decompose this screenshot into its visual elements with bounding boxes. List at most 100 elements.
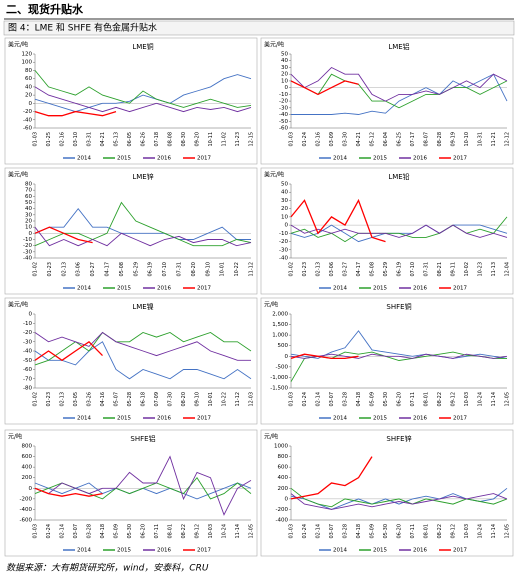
- x-tick-label: 10-24: [222, 524, 228, 539]
- x-tick-label: 04-21: [356, 132, 362, 147]
- x-tick-label: 05-07: [114, 392, 120, 407]
- legend-label: 2017: [197, 416, 211, 422]
- legend-label: 2016: [413, 286, 427, 292]
- chart-title: LME铜: [132, 42, 153, 51]
- y-unit: 元/吨: [264, 433, 278, 441]
- x-tick-label: 05-30: [127, 524, 133, 539]
- y-tick-label: -200: [276, 507, 289, 513]
- y-tick-label: -30: [23, 249, 32, 255]
- legend-label: 2015: [117, 416, 131, 422]
- x-tick-label: 08-20: [181, 392, 187, 407]
- x-tick-label: 05-09: [370, 392, 376, 407]
- y-tick-label: 0: [29, 101, 33, 107]
- x-tick-label: 02-16: [316, 132, 322, 147]
- x-tick-label: 08-30: [181, 132, 187, 147]
- x-tick-label: 05-13: [114, 132, 120, 147]
- y-tick-label: 500: [278, 343, 289, 349]
- y-tick-label: 400: [22, 465, 33, 471]
- y-unit: 元/吨: [8, 433, 22, 441]
- y-tick-label: -40: [23, 117, 32, 123]
- x-tick-label: 07-11: [410, 392, 416, 407]
- series-line: [290, 66, 508, 102]
- x-tick-label: 10-01: [220, 262, 226, 277]
- y-tick-label: 10: [25, 225, 32, 231]
- legend-label: 2014: [77, 156, 91, 162]
- y-tick-label: -400: [20, 507, 33, 513]
- x-tick-label: 09-19: [451, 132, 457, 147]
- y-tick-label: -40: [23, 349, 32, 355]
- chart-title: LME铝: [388, 42, 409, 51]
- x-tick-label: 03-27: [343, 262, 349, 277]
- x-tick-label: 09-20: [195, 132, 201, 147]
- x-tick-label: 05-09: [114, 524, 120, 539]
- x-tick-label: 02-13: [61, 262, 67, 277]
- x-tick-label: 01-24: [46, 524, 52, 539]
- x-tick-label: 01-23: [47, 262, 53, 277]
- x-tick-label: 01-24: [302, 132, 308, 147]
- y-tick-label: -200: [20, 496, 33, 502]
- chart-title: LME镍: [132, 302, 153, 311]
- x-tick-label: 01-23: [46, 392, 52, 407]
- x-tick-label: 06-05: [127, 132, 133, 147]
- x-tick-label: 05-08: [370, 262, 376, 277]
- y-unit: 美元/吨: [264, 171, 284, 179]
- x-tick-label: 03-26: [87, 392, 93, 407]
- legend-label: 2014: [333, 548, 347, 554]
- x-tick-label: 07-18: [154, 132, 160, 147]
- x-tick-label: 07-17: [410, 132, 416, 147]
- x-tick-label: 03-28: [343, 524, 349, 539]
- x-tick-label: 01-02: [33, 392, 39, 407]
- y-tick-label: 2,000: [272, 312, 288, 318]
- x-tick-label: 09-12: [451, 392, 457, 407]
- y-tick-label: 50: [281, 52, 288, 58]
- x-tick-label: 06-19: [397, 262, 403, 277]
- x-tick-label: 08-01: [424, 392, 430, 407]
- series-line: [34, 74, 252, 113]
- legend-label: 2015: [117, 286, 131, 292]
- y-tick-label: -30: [279, 105, 288, 111]
- x-tick-label: 07-31: [177, 262, 183, 277]
- y-tick-label: 0: [285, 354, 289, 360]
- y-tick-label: 200: [22, 475, 33, 481]
- section-title: 二、现货升贴水: [6, 2, 84, 16]
- y-tick-label: -20: [279, 239, 288, 245]
- legend-label: 2016: [157, 416, 171, 422]
- figure-title-box: [3, 20, 515, 36]
- y-tick-label: 30: [281, 198, 288, 204]
- series-line: [34, 110, 117, 117]
- x-tick-label: 09-10: [195, 392, 201, 407]
- x-tick-label: 07-10: [162, 262, 168, 277]
- legend-label: 2016: [157, 548, 171, 554]
- x-tick-label: 01-03: [289, 524, 295, 539]
- y-tick-label: 0: [285, 223, 289, 229]
- y-tick-label: 1000: [274, 444, 288, 450]
- x-tick-label: 12-05: [505, 524, 511, 539]
- x-tick-label: 12-04: [505, 262, 511, 277]
- x-tick-label: 12-15: [249, 132, 255, 147]
- x-tick-label: 10-10: [464, 132, 470, 147]
- x-tick-label: 07-31: [424, 262, 430, 277]
- series-line: [34, 226, 93, 244]
- x-tick-label: 06-19: [148, 262, 154, 277]
- x-tick-label: 08-07: [424, 132, 430, 147]
- x-tick-label: 11-13: [491, 262, 497, 277]
- legend-label: 2017: [197, 548, 211, 554]
- x-tick-label: 10-11: [208, 132, 214, 147]
- y-tick-label: 80: [25, 68, 32, 74]
- y-tick-label: -20: [23, 330, 32, 336]
- y-unit: 美元/吨: [264, 41, 284, 49]
- x-tick-label: 10-03: [464, 524, 470, 539]
- x-tick-label: 11-12: [235, 392, 241, 407]
- y-tick-label: -1,500: [270, 386, 288, 392]
- x-tick-label: 10-02: [464, 262, 470, 277]
- x-tick-label: 11-23: [235, 132, 241, 147]
- chart-frame: [4, 167, 258, 295]
- y-tick-label: 20: [281, 206, 288, 212]
- x-tick-label: 03-27: [90, 262, 96, 277]
- y-tick-label: -50: [23, 358, 32, 364]
- y-tick-label: 600: [22, 454, 33, 460]
- y-tick-label: 600: [278, 465, 289, 471]
- x-tick-label: 02-14: [316, 392, 322, 407]
- series-line: [34, 331, 252, 366]
